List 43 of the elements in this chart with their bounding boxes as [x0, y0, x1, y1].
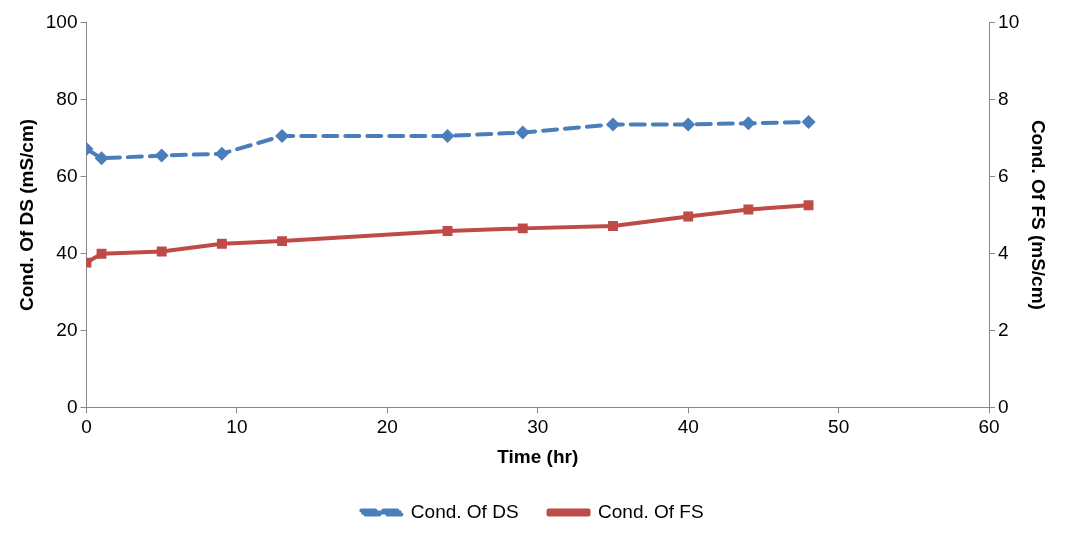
y-tick-label: 0 — [66, 395, 78, 417]
y2-axis-title: Cond. Of FS (mS/cm) — [1028, 119, 1050, 310]
y-tick-label: 20 — [56, 318, 78, 340]
y-tick-label: 80 — [56, 87, 78, 109]
y-tick-label: 100 — [45, 10, 78, 32]
point — [277, 236, 288, 247]
point — [741, 116, 756, 131]
y-tick-label: 60 — [56, 164, 78, 186]
x-tick-label: 50 — [828, 416, 850, 438]
point — [216, 238, 227, 249]
y-tick-label: 40 — [56, 241, 78, 263]
y2-tick-label: 8 — [998, 87, 1009, 109]
y2-tick-label: 2 — [998, 318, 1009, 340]
y2-tick-label: 6 — [998, 164, 1009, 186]
point — [517, 223, 528, 234]
y2-tick-label: 0 — [998, 395, 1009, 417]
point — [442, 226, 453, 237]
point — [801, 115, 816, 130]
point — [608, 221, 618, 232]
point — [515, 125, 530, 140]
x-tick-label: 0 — [81, 416, 92, 438]
x-tick-label: 20 — [376, 416, 398, 438]
y2-tick-label: 4 — [998, 241, 1010, 263]
point — [683, 211, 694, 222]
point — [154, 148, 169, 163]
point — [743, 204, 754, 215]
x-tick-label: 60 — [978, 416, 1000, 438]
point — [440, 128, 455, 143]
y-axis-title: Cond. Of DS (mS/cm) — [15, 118, 37, 311]
point — [214, 146, 229, 161]
point — [96, 248, 107, 259]
point — [803, 200, 814, 211]
x-tick-label: 30 — [527, 416, 549, 438]
legend-label: Cond. Of DS — [410, 500, 519, 522]
x-tick-label: 40 — [677, 416, 699, 438]
legend-label: Cond. Of FS — [598, 500, 704, 522]
x-axis-title: Time (hr) — [497, 445, 579, 467]
point — [94, 151, 109, 166]
point — [606, 117, 620, 132]
point — [681, 117, 696, 132]
point — [156, 246, 167, 257]
y2-tick-label: 10 — [998, 10, 1020, 32]
x-tick-label: 10 — [226, 416, 248, 438]
